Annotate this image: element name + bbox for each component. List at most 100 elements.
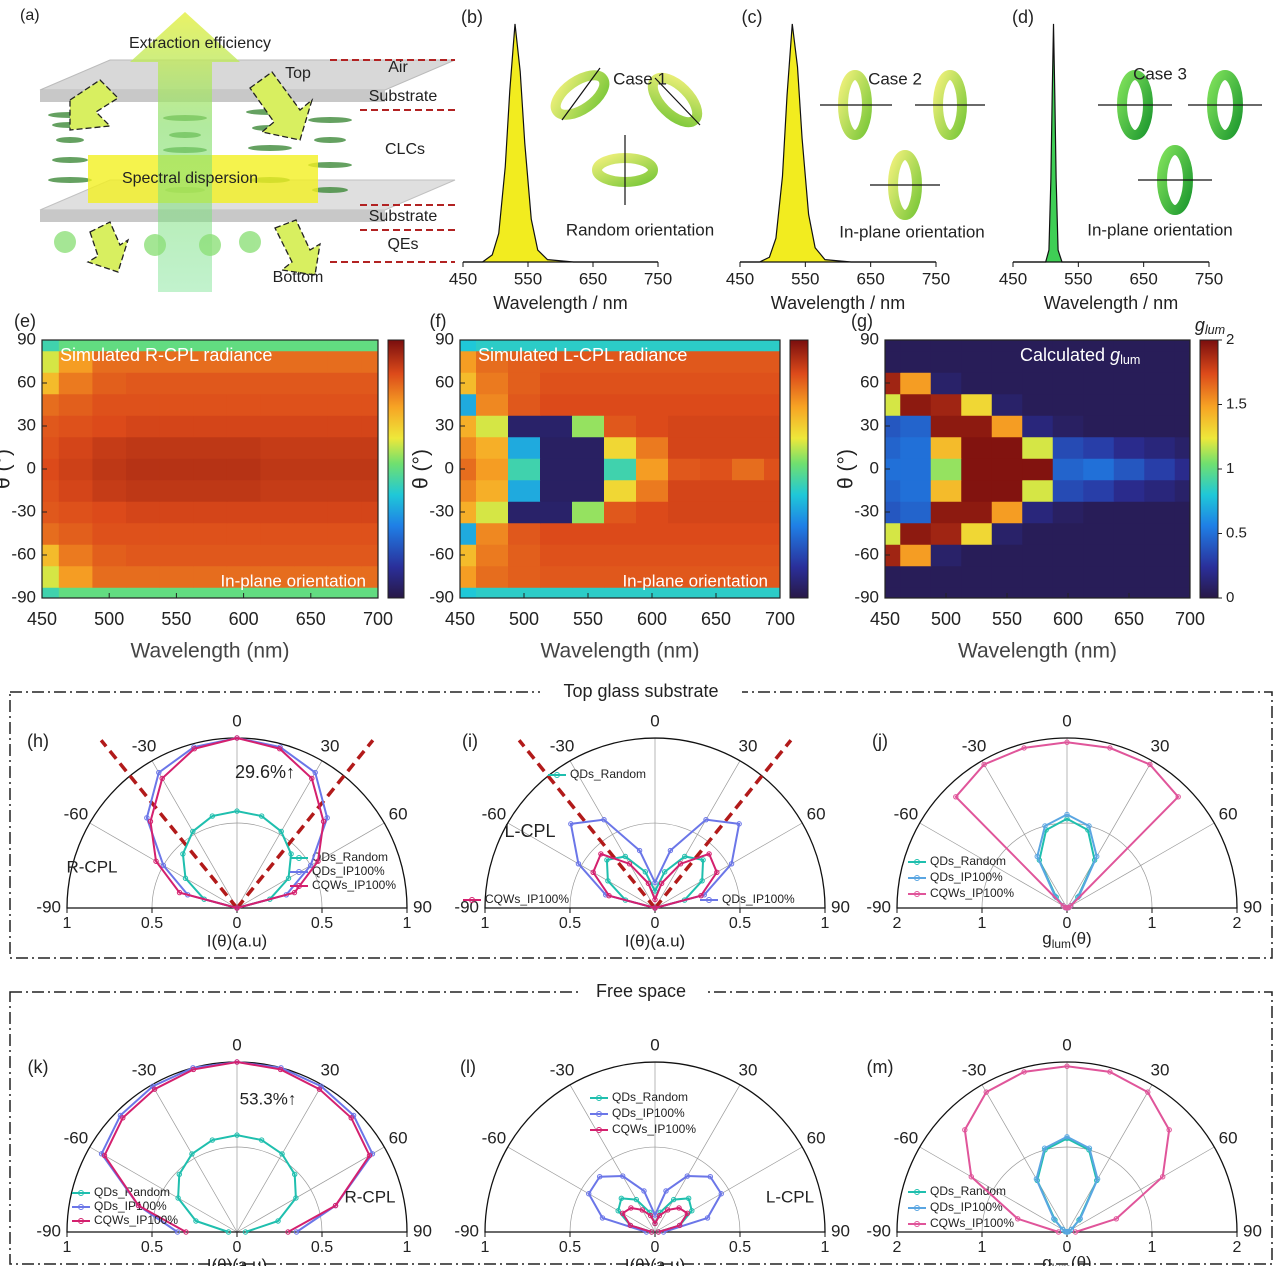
annotation: Case 2 bbox=[868, 69, 922, 88]
angle-label: -30 bbox=[962, 736, 987, 755]
panel-label: (a) bbox=[20, 7, 40, 24]
annotation: 29.6%↑ bbox=[235, 762, 295, 782]
x-tick-label: 2 bbox=[893, 915, 902, 932]
heat-cell bbox=[361, 437, 378, 459]
heat-cell bbox=[294, 501, 328, 523]
x-tick-label: 500 bbox=[94, 609, 124, 629]
heat-cell bbox=[961, 544, 992, 566]
heat-cell bbox=[227, 544, 261, 566]
heat-cell bbox=[460, 340, 477, 351]
heat-cell bbox=[931, 340, 962, 351]
heat-cell bbox=[931, 372, 962, 394]
angle-label: 0 bbox=[650, 1035, 659, 1054]
legend-label: QDs_IP100% bbox=[612, 1106, 685, 1120]
heat-cell bbox=[732, 437, 765, 459]
heat-cell bbox=[540, 480, 573, 502]
y-tick-label: 0 bbox=[445, 458, 454, 477]
heat-cell bbox=[1144, 480, 1175, 502]
heat-cell bbox=[126, 480, 160, 502]
heat-cell bbox=[160, 394, 194, 416]
heat-cell bbox=[668, 544, 701, 566]
heat-cell bbox=[540, 437, 573, 459]
heat-cell bbox=[476, 544, 509, 566]
heat-cell bbox=[476, 372, 509, 394]
heat-cell bbox=[764, 340, 781, 351]
angle-label: 60 bbox=[1219, 804, 1238, 823]
heat-cell bbox=[1114, 544, 1145, 566]
x-tick-label: 750 bbox=[1195, 269, 1223, 288]
heat-cell bbox=[1022, 394, 1053, 416]
x-tick-label: 0 bbox=[233, 915, 242, 932]
heat-cell bbox=[508, 437, 541, 459]
panel-title: Simulated L-CPL radiance bbox=[478, 345, 687, 365]
heat-cell bbox=[476, 480, 509, 502]
heat-cell bbox=[1114, 415, 1145, 437]
annotation: In-plane orientation bbox=[220, 571, 366, 590]
label: Substrate bbox=[369, 88, 438, 105]
heat-cell bbox=[1022, 437, 1053, 459]
colorbar-tick-label: 1.5 bbox=[1226, 395, 1247, 412]
heat-cell bbox=[328, 372, 362, 394]
heat-cell bbox=[700, 394, 733, 416]
y-tick-label: -30 bbox=[854, 501, 879, 520]
heat-cell bbox=[961, 501, 992, 523]
heat-cell bbox=[1175, 415, 1191, 437]
heat-cell bbox=[1114, 394, 1145, 416]
heat-cell bbox=[764, 480, 781, 502]
heat-cell bbox=[700, 501, 733, 523]
x-tick-label: 650 bbox=[856, 269, 884, 288]
heat-cell bbox=[992, 340, 1023, 351]
y-tick-label: 0 bbox=[27, 458, 36, 477]
heat-cell bbox=[961, 437, 992, 459]
heat-cell bbox=[668, 394, 701, 416]
x-tick-label: 550 bbox=[992, 609, 1022, 629]
heat-cell bbox=[540, 394, 573, 416]
y-axis-label: θ (°) bbox=[835, 449, 858, 489]
x-tick-label: 650 bbox=[296, 609, 326, 629]
heat-cell bbox=[476, 501, 509, 523]
heat-cell bbox=[227, 437, 261, 459]
heat-cell bbox=[961, 566, 992, 588]
heat-cell bbox=[1083, 523, 1114, 545]
heat-cell bbox=[260, 480, 294, 502]
x-tick-label: 1 bbox=[821, 915, 830, 932]
colorbar-tick-label: 0.5 bbox=[1226, 524, 1247, 541]
heat-cell bbox=[931, 566, 962, 588]
heat-cell bbox=[1083, 458, 1114, 480]
panel-label: (b) bbox=[461, 7, 483, 27]
heat-cell bbox=[361, 340, 378, 351]
heat-cell bbox=[700, 544, 733, 566]
heat-cell bbox=[260, 544, 294, 566]
heat-cell bbox=[59, 458, 93, 480]
heat-cell bbox=[764, 372, 781, 394]
heat-cell bbox=[540, 566, 573, 588]
heat-cell bbox=[328, 544, 362, 566]
heat-cell bbox=[1053, 480, 1084, 502]
panel-label: (l) bbox=[460, 1057, 476, 1077]
angle-label: 30 bbox=[739, 736, 758, 755]
heat-cell bbox=[42, 351, 59, 373]
heat-cell bbox=[1144, 351, 1175, 373]
heat-cell bbox=[764, 544, 781, 566]
heat-cell bbox=[1144, 437, 1175, 459]
angle-label: 60 bbox=[389, 1128, 408, 1147]
x-tick-label: 550 bbox=[161, 609, 191, 629]
angle-label: -60 bbox=[894, 804, 919, 823]
heat-cell bbox=[636, 523, 669, 545]
heat-cell bbox=[227, 372, 261, 394]
heat-cell bbox=[961, 394, 992, 416]
heat-cell bbox=[732, 480, 765, 502]
heat-cell bbox=[328, 394, 362, 416]
y-tick-label: -60 bbox=[429, 544, 454, 563]
heat-cell bbox=[1114, 458, 1145, 480]
annotation: Case 3 bbox=[1133, 64, 1187, 83]
legend-label: CQWs_IP100% bbox=[485, 892, 569, 906]
heat-cell bbox=[700, 372, 733, 394]
heat-cell bbox=[227, 394, 261, 416]
heat-cell bbox=[294, 351, 328, 373]
heat-cell bbox=[59, 480, 93, 502]
colorbar-tick-label: 0 bbox=[1226, 589, 1234, 606]
heat-cell bbox=[900, 372, 931, 394]
heat-cell bbox=[126, 566, 160, 588]
heat-cell bbox=[668, 458, 701, 480]
